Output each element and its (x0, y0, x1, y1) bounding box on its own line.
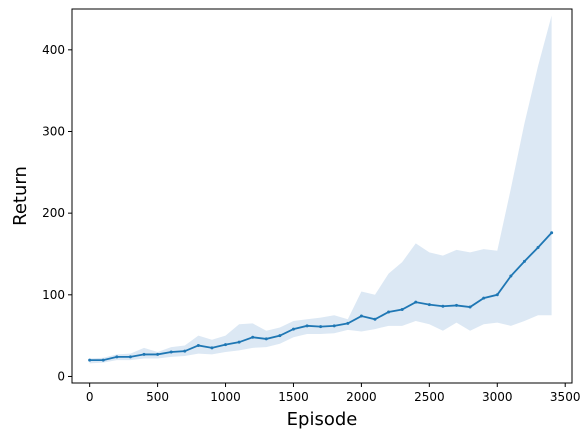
data-point (319, 325, 323, 329)
data-point (142, 352, 146, 356)
y-tick-label: 200 (42, 206, 65, 220)
data-point (373, 317, 377, 321)
data-point (183, 349, 187, 353)
y-tick-label: 300 (42, 124, 65, 138)
confidence-band-layer (89, 15, 552, 364)
x-tick-label: 1000 (210, 390, 241, 404)
data-point (400, 308, 404, 312)
y-tick-label: 0 (57, 369, 65, 383)
y-tick-label: 100 (42, 288, 65, 302)
data-point (224, 343, 228, 347)
data-point (156, 352, 160, 356)
data-point (278, 334, 282, 338)
data-point (509, 274, 513, 278)
data-point (115, 355, 119, 359)
data-point (305, 324, 309, 328)
data-point (88, 358, 92, 362)
data-point (264, 337, 268, 341)
data-point (482, 296, 486, 300)
data-point (237, 340, 241, 344)
x-tick-label: 2000 (346, 390, 377, 404)
y-tick-label: 400 (42, 43, 65, 57)
data-point (169, 350, 173, 354)
data-point (128, 355, 132, 359)
data-point (468, 305, 472, 309)
data-point (536, 245, 540, 249)
y-axis-label: Return (10, 166, 31, 226)
data-point-layer (88, 231, 554, 362)
data-point (441, 304, 445, 308)
data-point (210, 346, 214, 350)
x-tick-label: 3000 (482, 390, 513, 404)
data-point (495, 293, 499, 297)
data-point (346, 321, 350, 325)
data-point (291, 327, 295, 331)
y-axis-ticks: 0 100 200 300 400 (42, 43, 72, 383)
data-point (522, 259, 526, 263)
x-tick-label: 2500 (414, 390, 445, 404)
data-point (387, 310, 391, 314)
x-tick-label: 0 (86, 390, 94, 404)
data-point (101, 358, 105, 362)
plot-frame (71, 8, 573, 384)
confidence-band (89, 15, 552, 364)
data-point (427, 303, 431, 307)
data-point (359, 314, 363, 318)
data-point (251, 335, 255, 339)
data-point (455, 303, 459, 307)
data-point (332, 324, 336, 328)
x-axis-ticks: 0 500 1000 1500 2000 2500 3000 3500 (86, 383, 581, 404)
x-axis-label: Episode (287, 409, 358, 430)
x-tick-label: 3500 (550, 390, 581, 404)
data-point (550, 231, 554, 235)
x-tick-label: 500 (146, 390, 169, 404)
x-tick-label: 1500 (278, 390, 309, 404)
data-point (414, 300, 418, 304)
data-point (196, 343, 200, 347)
